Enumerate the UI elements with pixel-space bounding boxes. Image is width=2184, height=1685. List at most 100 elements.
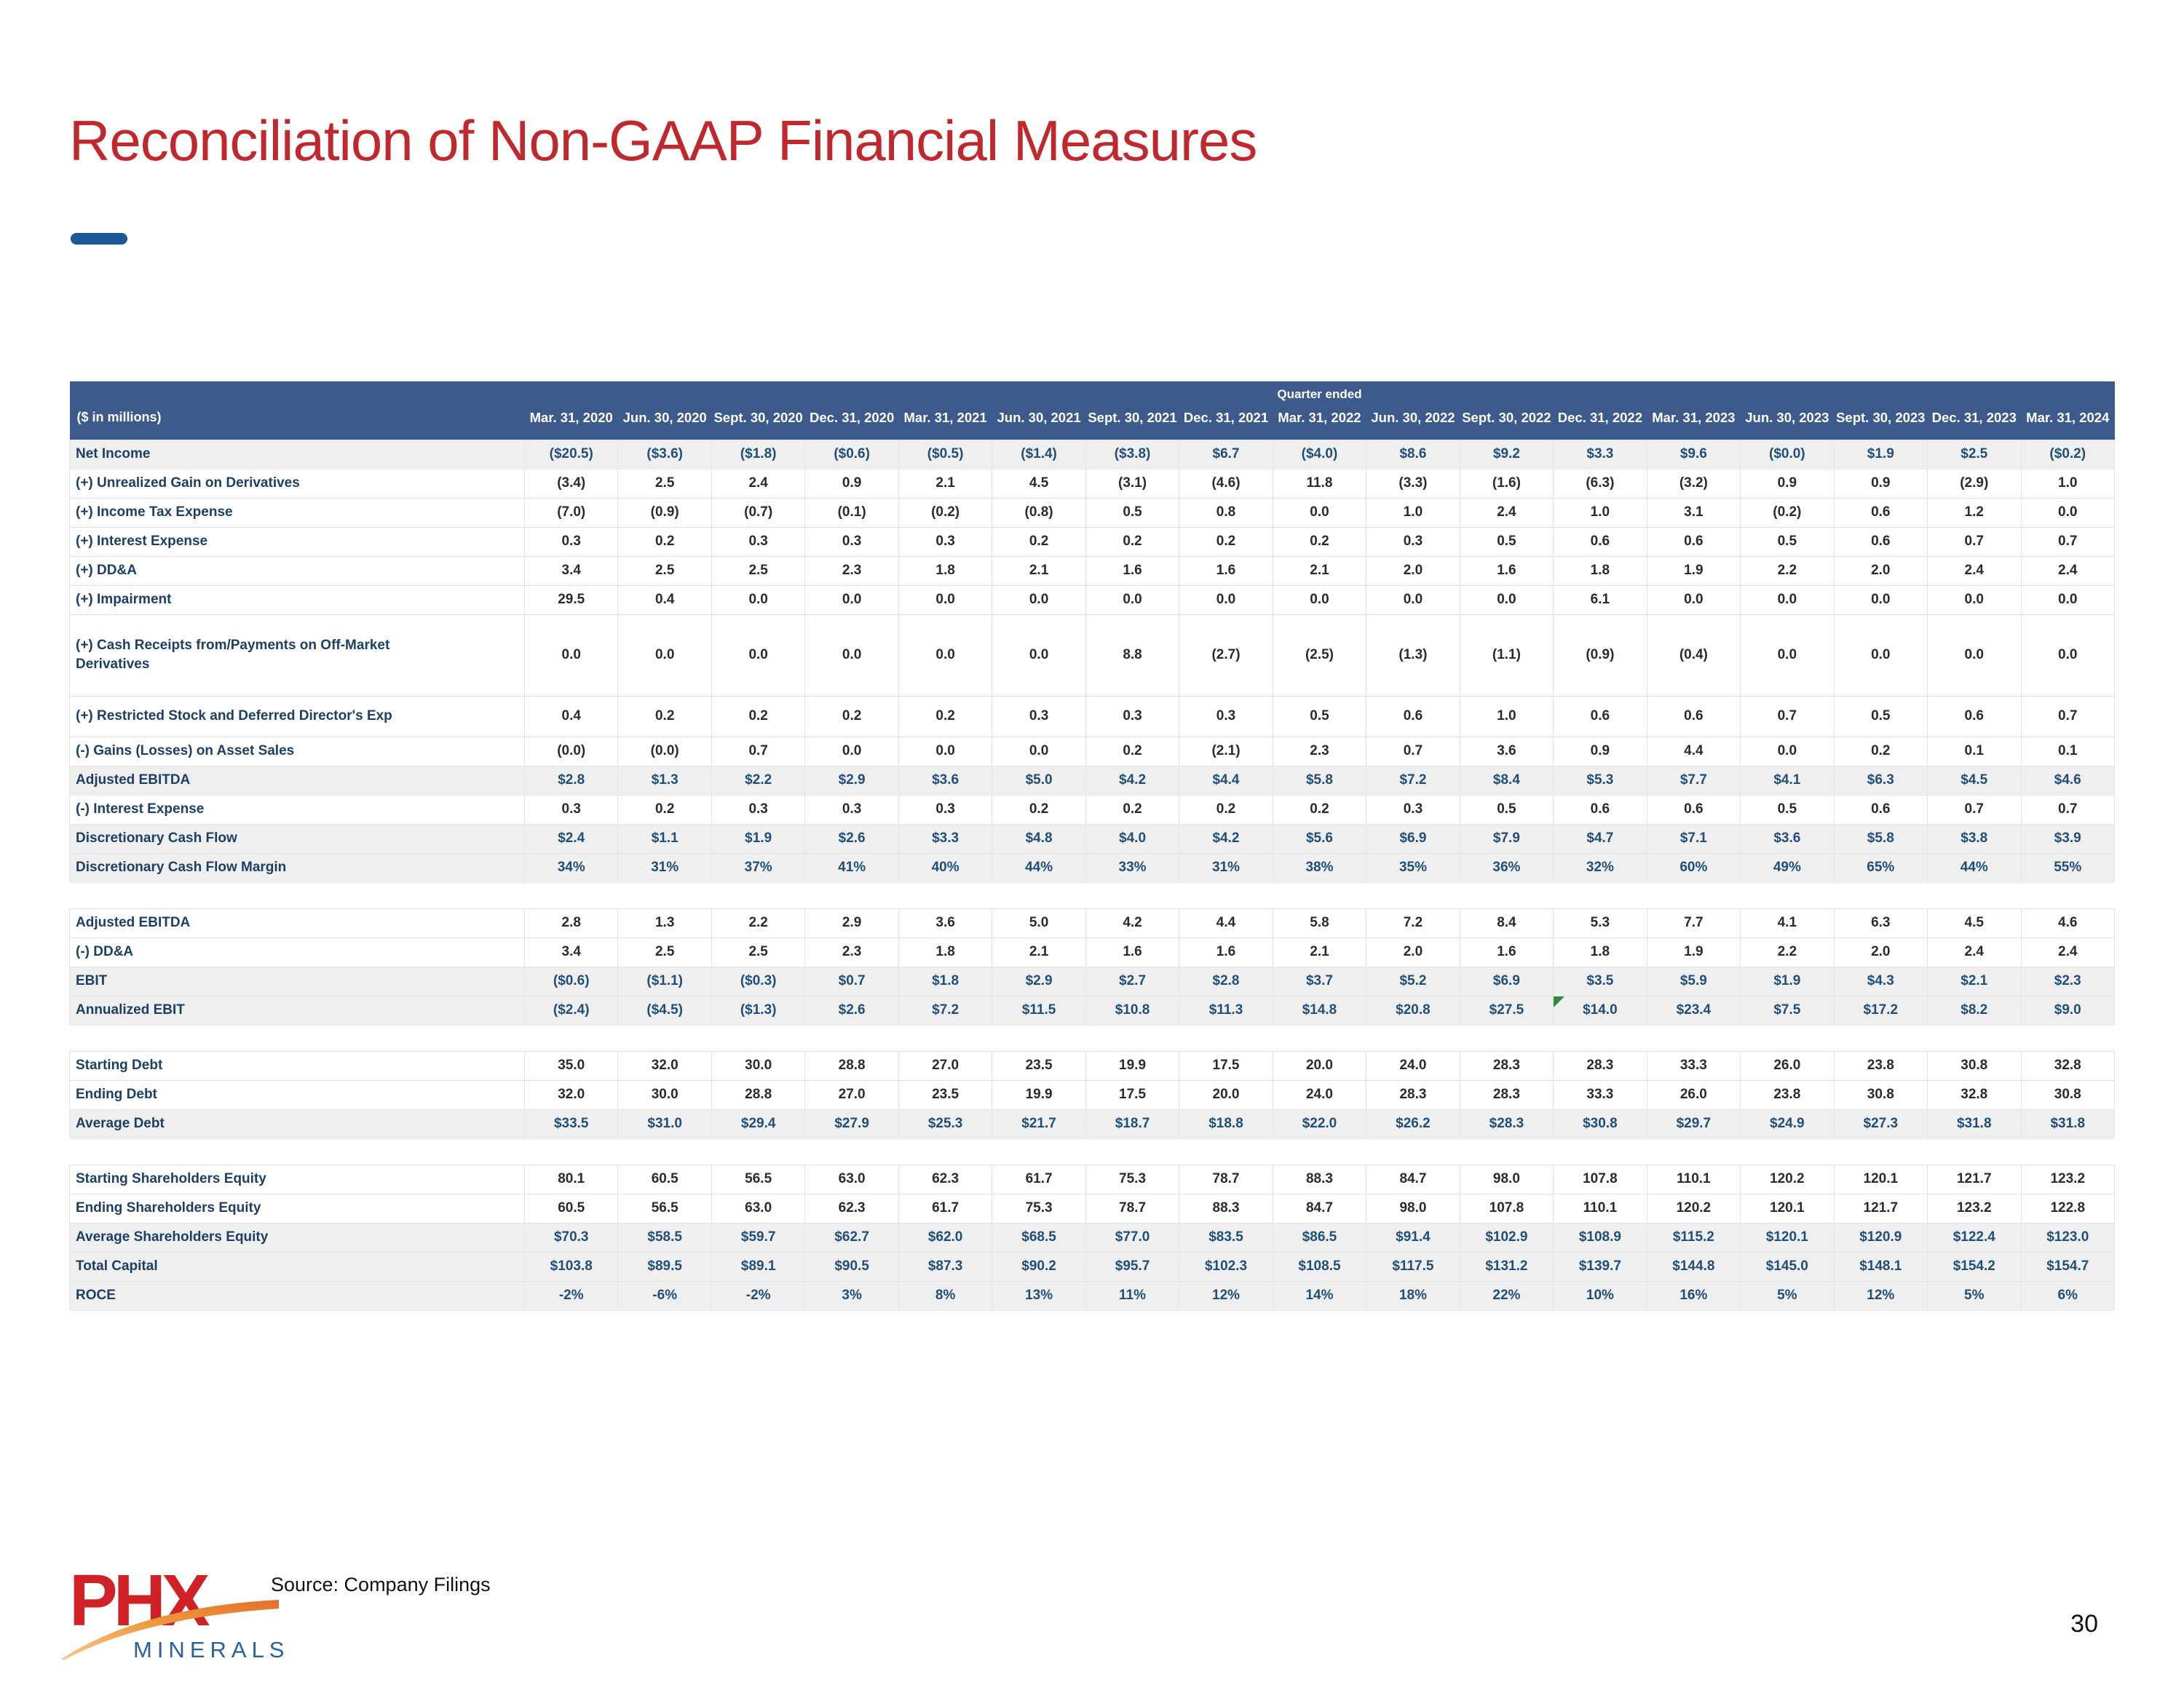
table-cell: $0.7 xyxy=(804,966,899,996)
table-cell: 0.1 xyxy=(1927,736,2022,766)
table-row: Discretionary Cash Flow $2.4 $1.1 $1.9 $2.6 $… xyxy=(69,823,2115,854)
table-cell: 120.2 xyxy=(1646,1193,1741,1224)
table-cell: $154.7 xyxy=(2020,1251,2115,1282)
table-cell: 62.3 xyxy=(898,1164,993,1194)
table-row: Net Income ($20.5) ($3.6) ($1.8) ($0.6) ($0.5… xyxy=(69,439,2115,469)
table-cell: 6.3 xyxy=(1833,908,1928,938)
table-cell: (3.4) xyxy=(523,468,619,499)
table-cell: $58.5 xyxy=(617,1222,712,1253)
table-cell: $2.6 xyxy=(804,823,899,854)
table-cell: 2.3 xyxy=(804,555,899,586)
table-cell: 27.0 xyxy=(898,1050,993,1081)
table-cell: (6.3) xyxy=(1553,468,1647,499)
column-header: Jun. 30, 2020 xyxy=(617,403,712,440)
table-cell: 84.7 xyxy=(1272,1193,1367,1224)
table-cell: $4.0 xyxy=(1085,823,1180,854)
table-cell: $120.9 xyxy=(1833,1222,1928,1253)
table-cell: 23.5 xyxy=(992,1050,1086,1081)
row-label: Net Income xyxy=(69,439,525,469)
table-cell: (1.1) xyxy=(1459,614,1554,697)
table-cell: $6.9 xyxy=(1366,823,1460,854)
table-cell: 0.0 xyxy=(898,736,993,766)
table-row: Annualized EBIT ($2.4) ($4.5) ($1.3) $2.6 $7.… xyxy=(69,995,2115,1026)
table-cell: 32% xyxy=(1553,852,1647,883)
spacer-cell xyxy=(69,1138,2115,1165)
table-cell: 75.3 xyxy=(992,1193,1086,1224)
table-cell: 4.6 xyxy=(2020,908,2115,938)
table-cell: 98.0 xyxy=(1366,1193,1460,1224)
table-cell: ($0.6) xyxy=(523,966,619,996)
table-cell: -6% xyxy=(617,1280,712,1311)
table-cell: 2.1 xyxy=(992,937,1086,967)
table-cell: 107.8 xyxy=(1553,1164,1647,1194)
table-row: Adjusted EBITDA 2.8 1.3 2.2 2.9 3.6 5.0 4.2 4.4 5… xyxy=(69,908,2115,938)
table-cell: 2.8 xyxy=(523,908,619,938)
table-cell: 60.5 xyxy=(617,1164,712,1194)
table-cell: $8.6 xyxy=(1366,439,1460,469)
table-cell: 0.6 xyxy=(1366,695,1460,737)
table-cell: (2.7) xyxy=(1179,614,1273,697)
table-cell: $5.0 xyxy=(992,765,1086,796)
table-cell: 0.0 xyxy=(804,736,899,766)
table-cell: 0.0 xyxy=(1927,584,2022,615)
table-cell: 0.2 xyxy=(1272,526,1367,557)
table-cell: 0.3 xyxy=(711,526,806,557)
table-cell: 0.5 xyxy=(1272,695,1367,737)
table-cell: 13% xyxy=(992,1280,1086,1311)
table-cell: 4.5 xyxy=(992,468,1086,499)
spacer-cell xyxy=(69,1025,2115,1051)
table-cell: 35.0 xyxy=(523,1050,619,1081)
table-cell: 1.0 xyxy=(2020,468,2115,499)
table-cell: $7.2 xyxy=(1366,765,1460,796)
table-cell: 120.1 xyxy=(1740,1193,1835,1224)
table-cell: 49% xyxy=(1740,852,1835,883)
table-cell: 0.0 xyxy=(992,736,1086,766)
table-cell: 0.5 xyxy=(1459,526,1554,557)
row-label: (+) Restricted Stock and Deferred Direct… xyxy=(69,695,525,737)
table-cell: 0.8 xyxy=(1179,497,1273,528)
table-cell: 0.5 xyxy=(1740,526,1835,557)
table-cell: 20.0 xyxy=(1179,1079,1273,1110)
table-cell: $20.8 xyxy=(1366,995,1460,1026)
table-cell: $23.4 xyxy=(1646,995,1741,1026)
table-cell: 121.7 xyxy=(1927,1164,2022,1194)
table-cell: $1.8 xyxy=(898,966,993,996)
table-cell: 0.0 xyxy=(898,584,993,615)
column-header: Sept. 30, 2022 xyxy=(1460,403,1554,440)
table-cell: ($0.2) xyxy=(2020,439,2115,469)
header-spacer-cell xyxy=(69,381,525,403)
table-cell: $24.9 xyxy=(1740,1109,1835,1139)
table-cell: 2.2 xyxy=(711,908,806,938)
table-cell: $103.8 xyxy=(523,1251,619,1282)
table-cell: 0.7 xyxy=(1366,736,1460,766)
table-cell: 0.7 xyxy=(1927,526,2022,557)
table-cell: 62.3 xyxy=(804,1193,899,1224)
table-cell: 2.5 xyxy=(711,937,806,967)
table-row: Discretionary Cash Flow Margin 34% 31% 37% 4… xyxy=(69,852,2115,883)
column-header: Jun. 30, 2022 xyxy=(1366,403,1460,440)
table-cell: 0.2 xyxy=(1085,794,1180,825)
table-cell: $18.8 xyxy=(1179,1109,1273,1139)
table-row: (-) DD&A 3.4 2.5 2.5 2.3 1.8 2.1 1.6 1.6 2.1 2.0 1.… xyxy=(69,937,2115,967)
table-cell: $3.6 xyxy=(1740,823,1835,854)
table-cell: 0.4 xyxy=(617,584,712,615)
table-cell: 0.3 xyxy=(898,794,993,825)
table-row: Average Shareholders Equity $70.3 $58.5 $59… xyxy=(69,1222,2115,1253)
table-cell: $5.2 xyxy=(1366,966,1460,996)
table-cell: $122.4 xyxy=(1927,1222,2022,1253)
table-cell: 120.2 xyxy=(1740,1164,1835,1194)
table-cell: 0.1 xyxy=(2020,736,2115,766)
table-cell: 122.8 xyxy=(2020,1193,2115,1224)
table-cell: 2.5 xyxy=(617,937,712,967)
table-cell: 4.5 xyxy=(1927,908,2022,938)
table-cell: (3.1) xyxy=(1085,468,1180,499)
table-cell: $6.9 xyxy=(1459,966,1554,996)
table-cell: 61.7 xyxy=(992,1164,1086,1194)
row-label: Annualized EBIT xyxy=(69,995,525,1026)
table-cell: $5.8 xyxy=(1833,823,1928,854)
table-cell: 2.5 xyxy=(617,468,712,499)
table-cell: $87.3 xyxy=(898,1251,993,1282)
table-cell: (0.2) xyxy=(1740,497,1835,528)
row-label: Ending Shareholders Equity xyxy=(69,1193,525,1224)
table-cell: 33.3 xyxy=(1553,1079,1647,1110)
